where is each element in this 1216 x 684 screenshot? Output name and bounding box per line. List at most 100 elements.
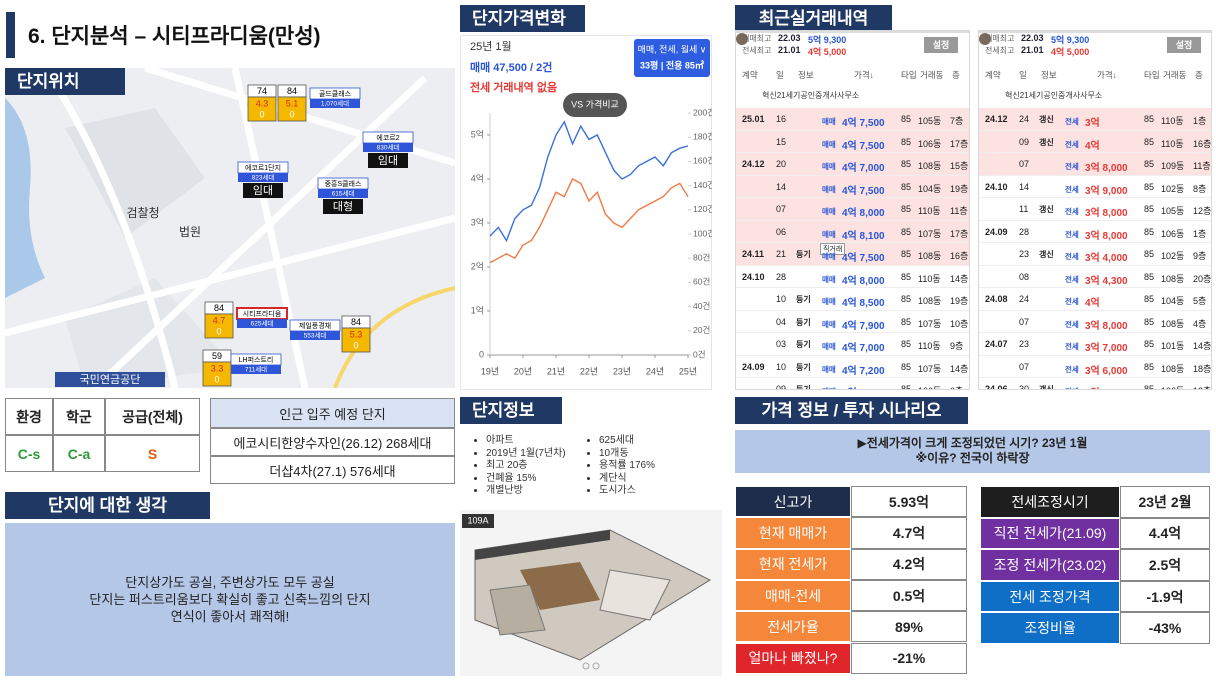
kind: 매매: [822, 139, 836, 149]
compare-label[interactable]: VS 가격비교: [571, 98, 619, 109]
y-tick-label: 3억: [471, 216, 484, 227]
info-item: 아파트: [486, 435, 566, 448]
scenario-value: 2.5억: [1120, 549, 1210, 581]
column-header: 가격↓: [1097, 70, 1117, 80]
type: 85: [901, 384, 912, 390]
x-tick-label: 22년: [580, 366, 598, 376]
map: 검찰청 법원 국민연금공단 744.30845.10골드클래스1,070세대에코…: [5, 68, 455, 388]
dong: 105동: [1161, 206, 1185, 216]
trade-row: 04 등기 매매 4억 7,900 85 107동 10층: [736, 310, 969, 333]
agent-icon: [736, 33, 748, 45]
area-label: 59: [212, 351, 222, 361]
households: 615세대: [332, 189, 355, 198]
summary-price: 4억 5,000: [1051, 47, 1090, 57]
y2-tick-label: 160건: [693, 156, 712, 166]
area-label: 84: [214, 303, 224, 313]
kind: 전세: [1065, 162, 1079, 171]
price-box: [204, 313, 234, 339]
price: 3억 8,000: [1085, 208, 1128, 219]
y2-tick-label: 120건: [693, 204, 712, 214]
size[interactable]: 33평 | 전용 85㎡: [640, 59, 704, 70]
tag: 임대: [253, 184, 273, 197]
summary-date: 21.01: [778, 45, 801, 55]
info: 등기: [796, 362, 811, 372]
tag: 임대: [378, 154, 398, 167]
trade-row: 07 전세 3억 6,000 85 108동 18층: [979, 355, 1211, 378]
trade-row: 24.10 14 전세 3억 9,000 85 102동 8층: [979, 175, 1211, 198]
trade-row: 24.09 10 등기 매매 4억 7,200 85 107동 14층: [736, 355, 969, 378]
price: 4억 7,200: [842, 365, 885, 377]
dong: 110동: [1161, 138, 1184, 149]
type: 85: [1144, 159, 1155, 169]
complex-name: 에코르1단지: [245, 163, 281, 172]
price: 4억 7,500: [842, 253, 885, 264]
price-box: [247, 96, 277, 122]
scenario-label: 매매-전세: [735, 579, 851, 612]
compare-button[interactable]: [563, 93, 627, 117]
filter[interactable]: 매매, 전세, 월세 ∨: [638, 43, 707, 54]
settings-button[interactable]: 설정: [924, 37, 958, 53]
jeonse-label: 0: [289, 109, 294, 119]
type: 85: [901, 361, 912, 372]
x-tick-label: 23년: [613, 366, 631, 376]
dong: 108동: [1161, 318, 1185, 329]
section-header: 가격 정보 / 투자 시나리오: [735, 397, 968, 424]
column-header: 거래동: [1163, 70, 1187, 80]
scenario-value: 23년 2월: [1120, 486, 1210, 518]
ratings-table: 환경 C-s 학군 C-a 공급(전체) S: [5, 398, 200, 472]
dong: 105동: [918, 116, 942, 126]
households-box: [231, 365, 281, 374]
tag-box: [323, 199, 363, 214]
type: 85: [1144, 294, 1155, 304]
floor: 9층: [950, 341, 964, 351]
floor: 19층: [950, 296, 969, 306]
trade-row: 09 갱신 전세 4억 85 110동 16층: [979, 130, 1211, 153]
day: 06: [776, 226, 787, 237]
day: 24: [1019, 114, 1030, 124]
plan-label: 109A: [467, 515, 488, 525]
column-header: 정보: [1041, 70, 1057, 80]
dong: 104동: [918, 183, 942, 194]
filter-box[interactable]: [634, 39, 710, 77]
info: 등기: [796, 317, 811, 327]
scenario-label: 전세조정시기: [980, 486, 1120, 518]
kind: 매매: [822, 319, 836, 329]
price: 4억 8,500: [842, 298, 885, 309]
divider: [979, 32, 1211, 33]
type: 85: [901, 226, 912, 237]
divider: [736, 32, 969, 33]
price: 3억 6,000: [1085, 365, 1128, 377]
floor: 17층: [950, 228, 969, 239]
floor: 17층: [950, 138, 969, 149]
period: 25년 1월: [470, 40, 512, 53]
day: 21: [776, 249, 787, 259]
settings-button[interactable]: 설정: [1167, 37, 1201, 53]
scenario-label: 현재 매매가: [735, 517, 851, 549]
day: 10: [776, 294, 787, 304]
dot[interactable]: [592, 662, 600, 670]
jeonse-label: 0: [214, 374, 219, 384]
price: 3억 8,000: [1085, 230, 1128, 242]
summary-label: 매매최고: [985, 34, 1015, 43]
day: 10: [776, 361, 787, 372]
x-tick-label: 25년: [679, 366, 697, 376]
dong: 107동: [918, 318, 942, 329]
floor: 8층: [1193, 183, 1207, 194]
floor: 5층: [1193, 296, 1207, 306]
divider: [979, 31, 1211, 32]
price-label: 3.3: [211, 363, 224, 373]
y-tick-label: 0: [479, 349, 484, 359]
y-tick-label: 4억: [471, 172, 484, 183]
floor: 20층: [1193, 273, 1212, 284]
scenario-value: 89%: [851, 611, 967, 643]
complex-name: 골드클래스: [319, 89, 352, 98]
dot[interactable]: [582, 662, 590, 670]
x-tick-label: 19년: [481, 366, 499, 376]
scenario-label: 현재 전세가: [735, 548, 851, 580]
jeonse-label: 0: [353, 340, 358, 350]
agent: 혁신21세기공인중개사사무소: [762, 91, 860, 100]
type: 85: [1144, 271, 1155, 282]
scenario-value: -1.9억: [1120, 580, 1210, 613]
info-item: 건폐율 15%: [486, 473, 566, 486]
trade-row: 24.06 30 갱신 전세 3억 7,000 85 106동 12층: [979, 378, 1211, 389]
